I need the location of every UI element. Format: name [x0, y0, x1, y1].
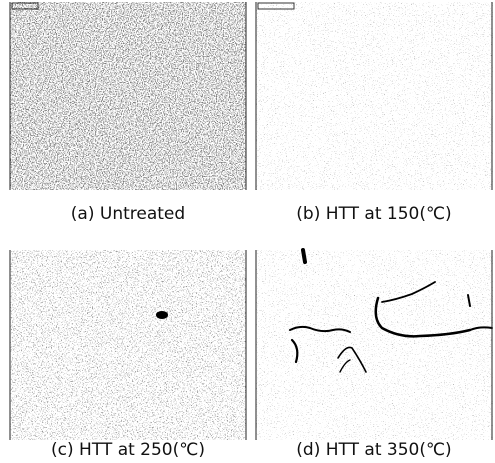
panel-c: [9, 250, 247, 440]
panel-b: [255, 2, 493, 190]
caption: (c) HTT at 250(℃): [51, 440, 205, 460]
caption: (b) HTT at 150(℃): [296, 204, 451, 224]
caption: (a) Untreated: [71, 204, 185, 224]
caption: (d) HTT at 350(℃): [296, 440, 451, 460]
panel-d: [255, 248, 493, 440]
panel-a: [9, 2, 247, 190]
